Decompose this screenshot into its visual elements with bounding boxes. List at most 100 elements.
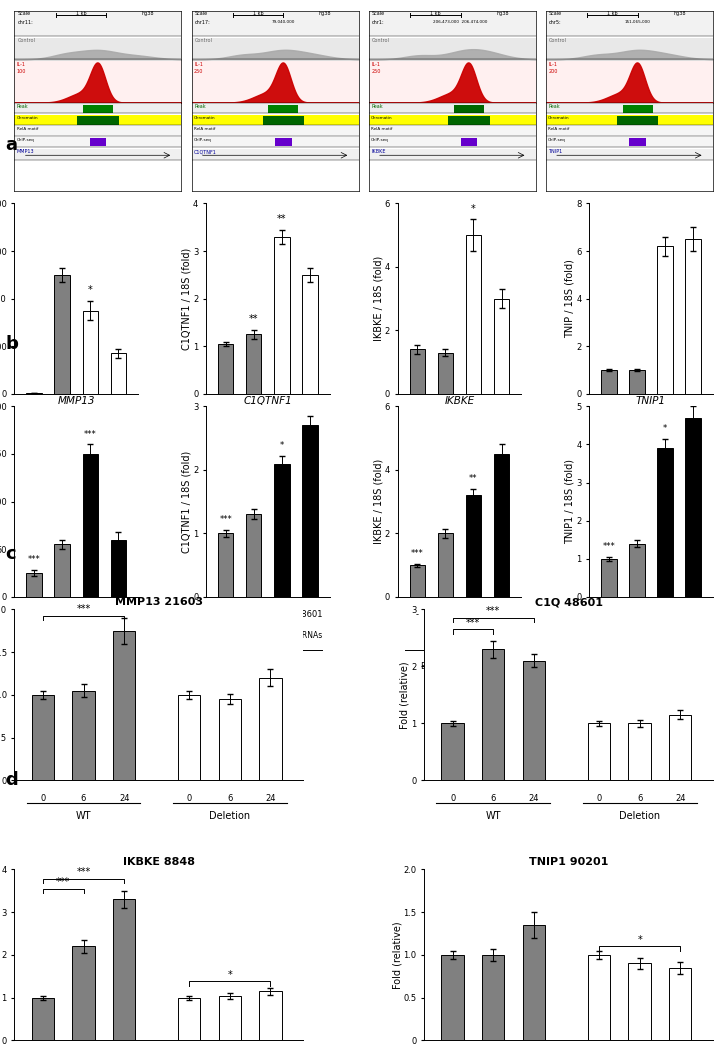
Text: gRNAs: gRNAs bbox=[241, 632, 266, 640]
Text: Del: Del bbox=[247, 411, 261, 420]
Text: Deletion: Deletion bbox=[619, 811, 660, 821]
Bar bbox=[27, 393, 42, 394]
Bar bbox=[192, 11, 359, 36]
Bar bbox=[72, 946, 94, 1040]
Bar bbox=[438, 533, 453, 597]
Text: hg38: hg38 bbox=[319, 12, 331, 17]
Y-axis label: Fold (relative): Fold (relative) bbox=[400, 661, 410, 728]
Text: IL-1: IL-1 bbox=[194, 62, 203, 67]
Bar bbox=[466, 235, 481, 394]
Bar bbox=[369, 137, 536, 147]
Text: d: d bbox=[6, 771, 18, 789]
Bar bbox=[111, 353, 126, 394]
Text: MMP13: MMP13 bbox=[17, 149, 35, 154]
Bar bbox=[617, 116, 659, 125]
Title: IKBKE 8848: IKBKE 8848 bbox=[122, 858, 194, 867]
Text: *: * bbox=[637, 934, 642, 945]
Bar bbox=[369, 148, 536, 161]
Text: 200: 200 bbox=[548, 69, 557, 75]
Bar bbox=[14, 103, 181, 114]
Bar bbox=[192, 61, 359, 103]
Y-axis label: TNIP1 / 18S (fold): TNIP1 / 18S (fold) bbox=[564, 459, 575, 544]
Text: IL-1: IL-1 bbox=[288, 662, 304, 671]
Text: IL-1: IL-1 bbox=[672, 453, 687, 462]
Text: ChIP-seq: ChIP-seq bbox=[194, 138, 212, 142]
Text: 6: 6 bbox=[81, 795, 86, 803]
Text: gRNAs: gRNAs bbox=[297, 632, 323, 640]
Bar bbox=[14, 126, 181, 136]
Bar bbox=[657, 246, 672, 394]
Bar bbox=[669, 968, 691, 1040]
Bar bbox=[588, 723, 610, 781]
Text: WT: WT bbox=[84, 411, 97, 420]
Text: 8848: 8848 bbox=[420, 432, 442, 441]
Text: gRNAs: gRNAs bbox=[106, 632, 131, 640]
Text: IL-1: IL-1 bbox=[672, 662, 687, 671]
Text: Chromatin: Chromatin bbox=[17, 116, 39, 120]
Text: Control: Control bbox=[372, 39, 390, 43]
Text: RelA motif: RelA motif bbox=[194, 127, 215, 131]
Y-axis label: Fold (relative): Fold (relative) bbox=[392, 921, 402, 989]
Text: WT: WT bbox=[27, 411, 41, 420]
Title: MMP13: MMP13 bbox=[58, 395, 95, 406]
Text: Control: Control bbox=[195, 39, 212, 43]
Bar bbox=[523, 925, 545, 1040]
Bar bbox=[32, 695, 54, 781]
Bar bbox=[546, 148, 713, 161]
Text: Chromatin: Chromatin bbox=[371, 116, 392, 120]
Bar bbox=[482, 650, 505, 781]
Text: **: ** bbox=[249, 314, 258, 324]
Title: C1Q 48601: C1Q 48601 bbox=[534, 597, 603, 607]
Text: Control: Control bbox=[18, 39, 35, 43]
Text: 8848: 8848 bbox=[435, 611, 456, 619]
Bar bbox=[601, 559, 616, 597]
Bar bbox=[369, 103, 536, 114]
Bar bbox=[448, 116, 490, 125]
Text: 8848: 8848 bbox=[477, 432, 498, 441]
Text: -: - bbox=[89, 611, 91, 619]
Text: IL-1: IL-1 bbox=[480, 662, 495, 671]
Bar bbox=[546, 116, 713, 125]
Text: WT: WT bbox=[602, 411, 616, 420]
Bar bbox=[14, 38, 181, 59]
Text: Basal: Basal bbox=[611, 662, 634, 671]
Title: IKBKE: IKBKE bbox=[444, 395, 474, 406]
Text: Peak: Peak bbox=[371, 104, 383, 109]
Text: 0: 0 bbox=[40, 795, 45, 803]
Text: IL-1: IL-1 bbox=[96, 453, 112, 462]
Text: Del: Del bbox=[686, 411, 700, 420]
Bar bbox=[83, 105, 113, 114]
Text: IL-1: IL-1 bbox=[371, 62, 380, 67]
Bar bbox=[83, 454, 98, 597]
Bar bbox=[601, 370, 616, 394]
Text: RelA motif: RelA motif bbox=[371, 127, 392, 131]
Text: RelA motif: RelA motif bbox=[17, 127, 38, 131]
Bar bbox=[546, 38, 713, 59]
Text: WT: WT bbox=[485, 811, 501, 821]
Text: RelA motif: RelA motif bbox=[548, 127, 570, 131]
Text: ***: *** bbox=[84, 430, 96, 438]
Bar bbox=[546, 126, 713, 136]
Bar bbox=[192, 103, 359, 114]
Text: **: ** bbox=[277, 214, 287, 224]
Text: ***: *** bbox=[76, 867, 91, 878]
Text: Control: Control bbox=[549, 39, 567, 43]
Text: 24: 24 bbox=[528, 795, 539, 803]
Bar bbox=[523, 661, 545, 781]
Text: ChIP-seq: ChIP-seq bbox=[17, 138, 35, 142]
Bar bbox=[546, 137, 713, 147]
Bar bbox=[629, 543, 644, 597]
Text: WT: WT bbox=[658, 411, 672, 420]
Bar bbox=[546, 103, 713, 114]
Text: 90201: 90201 bbox=[680, 611, 706, 619]
Text: IL-1: IL-1 bbox=[548, 62, 557, 67]
Bar bbox=[14, 116, 181, 125]
Bar bbox=[55, 275, 70, 394]
Text: IL-1: IL-1 bbox=[480, 453, 495, 462]
Text: chr5:: chr5: bbox=[549, 20, 562, 25]
Text: 21603: 21603 bbox=[35, 432, 61, 441]
Text: 6: 6 bbox=[490, 795, 496, 803]
Bar bbox=[89, 139, 107, 146]
Bar bbox=[259, 991, 282, 1040]
Text: Chromatin: Chromatin bbox=[548, 116, 570, 120]
